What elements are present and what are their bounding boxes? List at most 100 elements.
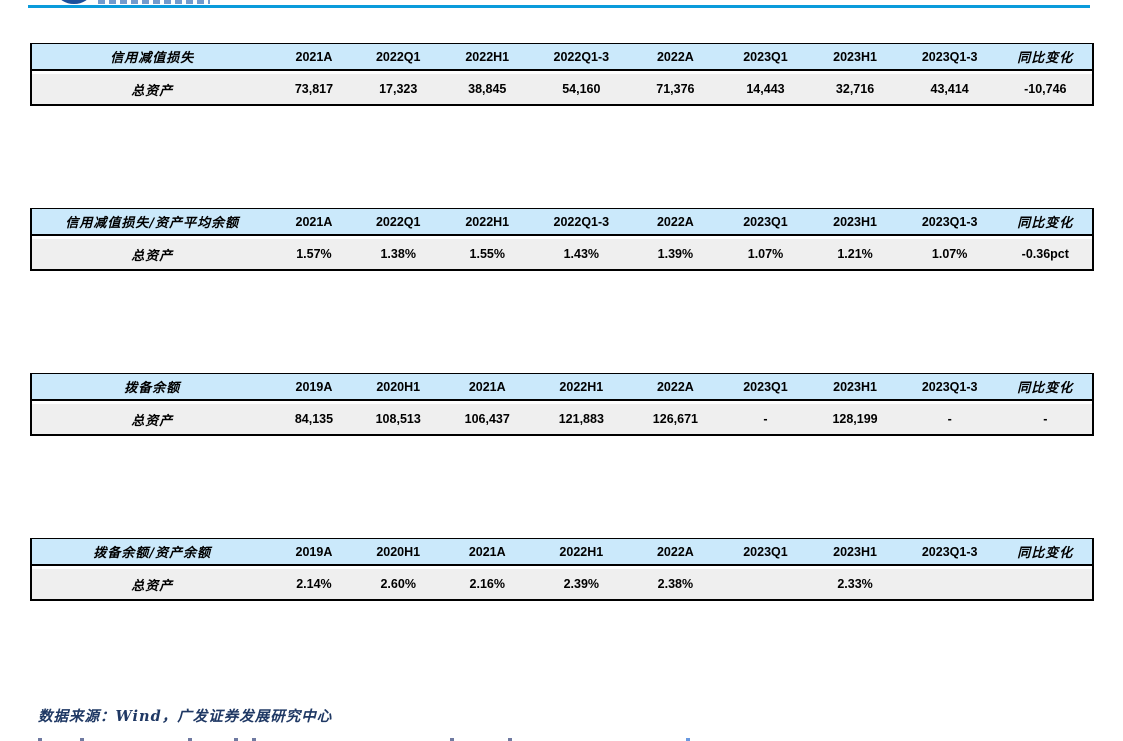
value-cell: 2.33% xyxy=(837,577,873,591)
column-header-cell: 2022H1 xyxy=(465,214,510,229)
column-header-cell: 2022H1 xyxy=(559,379,604,394)
table-credit-impairment-loss: 信用减值损失 2021A 2022Q1 2022H1 2022Q1-3 2022A 2023… xyxy=(30,43,1094,106)
value-cell: 32,716 xyxy=(835,82,875,96)
column-header-cell: 2020H1 xyxy=(376,544,421,559)
column-header-cell: 2023Q1 xyxy=(743,379,788,394)
table-title-cell: 拨备余额/资产余额 xyxy=(93,546,212,561)
column-header-cell: 2022A xyxy=(656,214,694,229)
column-header-cell: 2022Q1-3 xyxy=(553,49,610,64)
column-header-cell: 2020H1 xyxy=(376,379,421,394)
column-header-cell: 同比变化 xyxy=(1017,51,1074,66)
brand-accent-rule xyxy=(28,5,1090,8)
value-cell: 14,443 xyxy=(746,82,785,96)
value-cell: 1.21% xyxy=(837,247,873,261)
clipped-text-remnant xyxy=(38,737,738,741)
value-cell: - xyxy=(763,412,768,426)
value-cell: 2.14% xyxy=(296,577,332,591)
value-cell: 121,883 xyxy=(558,412,604,426)
value-cell: 43,414 xyxy=(930,82,969,96)
value-cell: 1.57% xyxy=(296,247,332,261)
table-title-cell: 拨备余额 xyxy=(124,381,181,396)
value-cell: 2.16% xyxy=(469,577,505,591)
value-cell: 2.39% xyxy=(563,577,600,591)
header-body-gap xyxy=(32,401,1092,404)
table-row: 总资产 2.14% 2.60% 2.16% 2.39% 2.38% 2.33% xyxy=(32,569,1092,599)
row-label-cell: 总资产 xyxy=(131,248,174,264)
column-header-cell: 2023Q1-3 xyxy=(921,214,978,229)
column-header-cell: 2022H1 xyxy=(465,49,510,64)
row-label-cell: 总资产 xyxy=(131,578,174,594)
value-cell: 38,845 xyxy=(468,82,507,96)
row-label-cell: 总资产 xyxy=(131,83,174,99)
column-header-cell: 2019A xyxy=(295,379,333,394)
column-header-cell: 2022A xyxy=(656,49,694,64)
value-cell: 1.43% xyxy=(563,247,600,261)
value-cell: 128,199 xyxy=(832,412,878,426)
row-label-cell: 总资产 xyxy=(131,413,174,429)
value-cell: 108,513 xyxy=(375,412,421,426)
column-header-cell: 2023H1 xyxy=(833,544,877,559)
column-header-cell: 2023Q1-3 xyxy=(921,544,978,559)
column-header-cell: 2021A xyxy=(468,379,506,394)
column-header-cell: 2023Q1-3 xyxy=(921,49,978,64)
column-header-cell: 2021A xyxy=(295,49,333,64)
column-header-cell: 2021A xyxy=(295,214,333,229)
table-provision-to-asset-balance: 拨备余额/资产余额 2019A 2020H1 2021A 2022H1 2022A 2023… xyxy=(30,538,1094,601)
logo-globe-icon xyxy=(58,0,90,4)
value-cell: 84,135 xyxy=(294,412,334,426)
table-header-row: 信用减值损失/资产平均余额 2021A 2022Q1 2022H1 2022Q1-3 20… xyxy=(32,209,1092,236)
data-source-note: 数据来源：Wind，广发证券发展研究中心 xyxy=(38,708,333,725)
column-header-cell: 2022A xyxy=(656,379,694,394)
column-header-cell: 同比变化 xyxy=(1017,546,1074,561)
value-cell: 71,376 xyxy=(656,82,695,96)
value-cell: 1.39% xyxy=(657,247,694,261)
table-title-cell: 信用减值损失/资产平均余额 xyxy=(65,216,240,231)
value-cell: 1.38% xyxy=(380,247,416,261)
value-cell: -10,746 xyxy=(1024,82,1067,96)
value-cell: 126,671 xyxy=(652,412,698,426)
column-header-cell: 同比变化 xyxy=(1017,216,1074,231)
table-header-row: 信用减值损失 2021A 2022Q1 2022H1 2022Q1-3 2022A 2023… xyxy=(32,44,1092,71)
value-cell: 73,817 xyxy=(294,82,334,96)
table-header-row: 拨备余额/资产余额 2019A 2020H1 2021A 2022H1 2022A 2023… xyxy=(32,539,1092,566)
table-row: 总资产 73,817 17,323 38,845 54,160 71,376 14,443 3… xyxy=(32,74,1092,104)
value-cell: 1.07% xyxy=(747,247,784,261)
table-title-cell: 信用减值损失 xyxy=(110,51,195,66)
clipped-glyph-tips xyxy=(38,738,42,741)
value-cell: 106,437 xyxy=(464,412,510,426)
column-header-cell: 2022Q1 xyxy=(375,214,421,229)
value-cell: 2.38% xyxy=(657,577,694,591)
column-header-cell: 2023H1 xyxy=(833,49,877,64)
header-body-gap xyxy=(32,236,1092,239)
value-cell: 2.60% xyxy=(380,577,416,591)
value-cell: -0.36pct xyxy=(1021,247,1069,261)
table-provision-balance: 拨备余额 2019A 2020H1 2021A 2022H1 2022A 2023Q1 202… xyxy=(30,373,1094,436)
value-cell: 17,323 xyxy=(379,82,418,96)
column-header-cell: 2023H1 xyxy=(833,379,877,394)
header-body-gap xyxy=(32,566,1092,569)
column-header-cell: 2022H1 xyxy=(559,544,604,559)
column-header-cell: 2022Q1 xyxy=(375,49,421,64)
column-header-cell: 2023Q1 xyxy=(743,49,788,64)
value-cell: 54,160 xyxy=(562,82,601,96)
header-body-gap xyxy=(32,71,1092,74)
table-row: 总资产 1.57% 1.38% 1.55% 1.43% 1.39% 1.07% 1.21% 1.… xyxy=(32,239,1092,269)
column-header-cell: 2023H1 xyxy=(833,214,877,229)
column-header-cell: 2023Q1 xyxy=(743,214,788,229)
column-header-cell: 2023Q1 xyxy=(743,544,788,559)
table-credit-impairment-to-avg-assets: 信用减值损失/资产平均余额 2021A 2022Q1 2022H1 2022Q1-3 20… xyxy=(30,208,1094,271)
value-cell: - xyxy=(947,412,952,426)
table-row: 总资产 84,135 108,513 106,437 121,883 126,671 - 12… xyxy=(32,404,1092,434)
column-header-cell: 2023Q1-3 xyxy=(921,379,978,394)
column-header-cell: 2022A xyxy=(656,544,694,559)
logo-lettering-clipped xyxy=(98,0,210,4)
column-header-cell: 同比变化 xyxy=(1017,381,1074,396)
table-header-row: 拨备余额 2019A 2020H1 2021A 2022H1 2022A 2023Q1 202… xyxy=(32,374,1092,401)
column-header-cell: 2022Q1-3 xyxy=(553,214,610,229)
column-header-cell: 2019A xyxy=(295,544,333,559)
value-cell: 1.07% xyxy=(931,247,968,261)
value-cell: - xyxy=(1043,412,1048,426)
gf-securities-logo-icon xyxy=(30,0,216,5)
column-header-cell: 2021A xyxy=(468,544,506,559)
